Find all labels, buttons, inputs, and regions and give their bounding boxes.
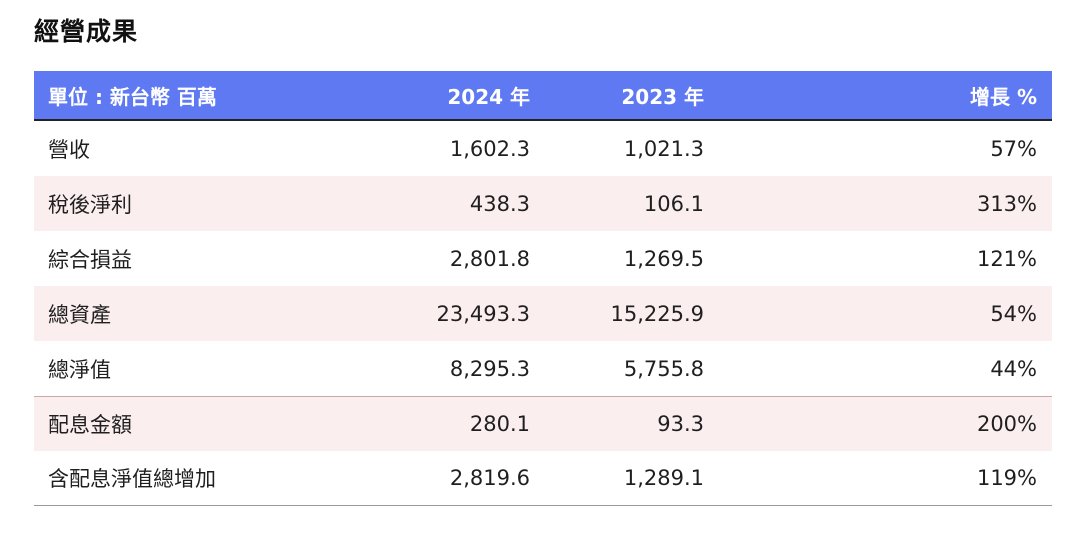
value-2024: 2,801.8	[449, 246, 530, 271]
table-row: 稅後淨利 438.3 106.1 313%	[34, 176, 1052, 231]
row-label: 含配息淨值總增加	[48, 467, 216, 491]
value-2024: 438.3	[469, 191, 530, 216]
results-table: 單位 : 新台幣 百萬 2024 年 2023 年 增長 % 營收 1,602.…	[34, 71, 1052, 506]
table-row: 含配息淨值總增加 2,819.6 1,289.1 119%	[34, 451, 1052, 506]
value-2023: 1,289.1	[623, 466, 704, 490]
value-growth: 119%	[976, 466, 1037, 490]
table-header: 單位 : 新台幣 百萬 2024 年 2023 年 增長 %	[34, 71, 1052, 121]
header-2023: 2023 年	[621, 84, 704, 109]
value-2023: 5,755.8	[623, 356, 704, 381]
value-2024: 2,819.6	[449, 466, 530, 490]
value-growth: 44%	[990, 356, 1037, 381]
value-growth: 54%	[990, 301, 1037, 326]
value-2024: 280.1	[469, 412, 530, 436]
value-2024: 23,493.3	[436, 301, 530, 326]
header-growth: 增長 %	[969, 84, 1037, 109]
table-row: 營收 1,602.3 1,021.3 57%	[34, 121, 1052, 176]
page-title: 經營成果	[34, 17, 139, 46]
table-row: 總淨值 8,295.3 5,755.8 44%	[34, 341, 1052, 396]
value-2024: 8,295.3	[449, 356, 530, 381]
value-growth: 200%	[976, 412, 1037, 436]
value-growth: 121%	[976, 246, 1037, 271]
value-growth: 57%	[990, 136, 1037, 161]
row-label: 總資產	[48, 302, 111, 327]
row-label: 營收	[48, 137, 90, 162]
table-row: 總資產 23,493.3 15,225.9 54%	[34, 286, 1052, 341]
value-2023: 1,269.5	[623, 246, 704, 271]
row-label: 稅後淨利	[48, 192, 132, 217]
header-2024: 2024 年	[447, 84, 530, 109]
row-label: 總淨值	[48, 357, 111, 382]
value-2024: 1,602.3	[449, 136, 530, 161]
value-2023: 93.3	[657, 412, 704, 436]
value-2023: 15,225.9	[610, 301, 704, 326]
table-row: 綜合損益 2,801.8 1,269.5 121%	[34, 231, 1052, 286]
row-label: 配息金額	[48, 413, 132, 437]
header-unit: 單位 : 新台幣 百萬	[48, 84, 217, 109]
value-2023: 106.1	[643, 191, 704, 216]
row-label: 綜合損益	[48, 247, 132, 272]
value-growth: 313%	[976, 191, 1037, 216]
value-2023: 1,021.3	[623, 136, 704, 161]
table-row: 配息金額 280.1 93.3 200%	[34, 396, 1052, 451]
